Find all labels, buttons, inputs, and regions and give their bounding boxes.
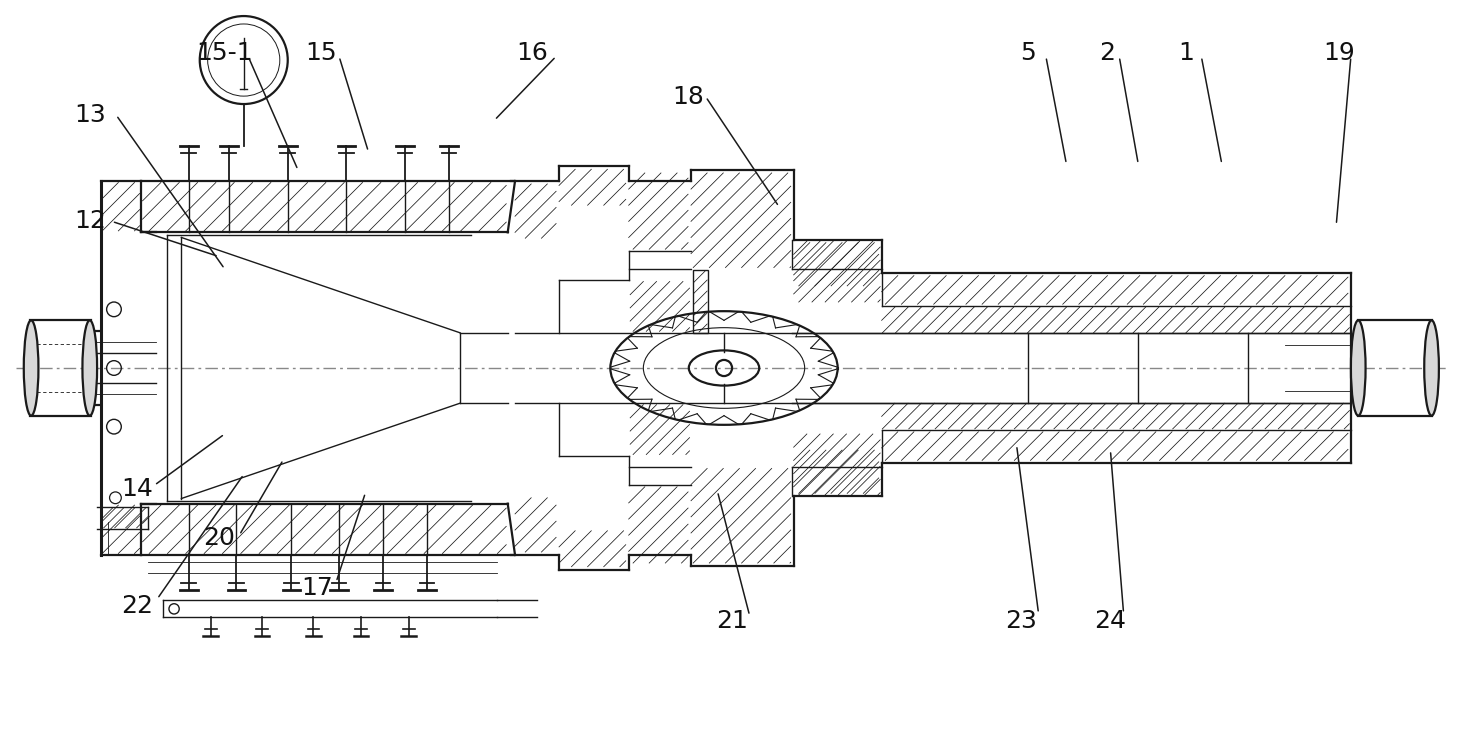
- Text: 18: 18: [672, 85, 704, 109]
- Ellipse shape: [1424, 320, 1439, 416]
- Text: 19: 19: [1323, 40, 1355, 65]
- Text: 21: 21: [716, 609, 748, 633]
- Bar: [694, 271, 709, 333]
- Text: 14: 14: [121, 477, 153, 501]
- Text: 15-1: 15-1: [197, 40, 253, 65]
- Ellipse shape: [24, 320, 38, 416]
- Text: 12: 12: [74, 209, 106, 233]
- Text: 5: 5: [1020, 40, 1036, 65]
- Text: 1: 1: [1179, 40, 1195, 65]
- Text: 20: 20: [203, 526, 235, 550]
- Text: 24: 24: [1094, 609, 1126, 633]
- Ellipse shape: [1351, 320, 1366, 416]
- Text: 17: 17: [301, 576, 332, 600]
- Text: 13: 13: [74, 103, 106, 127]
- Text: 22: 22: [121, 594, 153, 618]
- Text: 15: 15: [306, 40, 337, 65]
- Text: 23: 23: [1005, 609, 1036, 633]
- Text: 16: 16: [516, 40, 548, 65]
- Ellipse shape: [82, 320, 97, 416]
- Text: 2: 2: [1100, 40, 1116, 65]
